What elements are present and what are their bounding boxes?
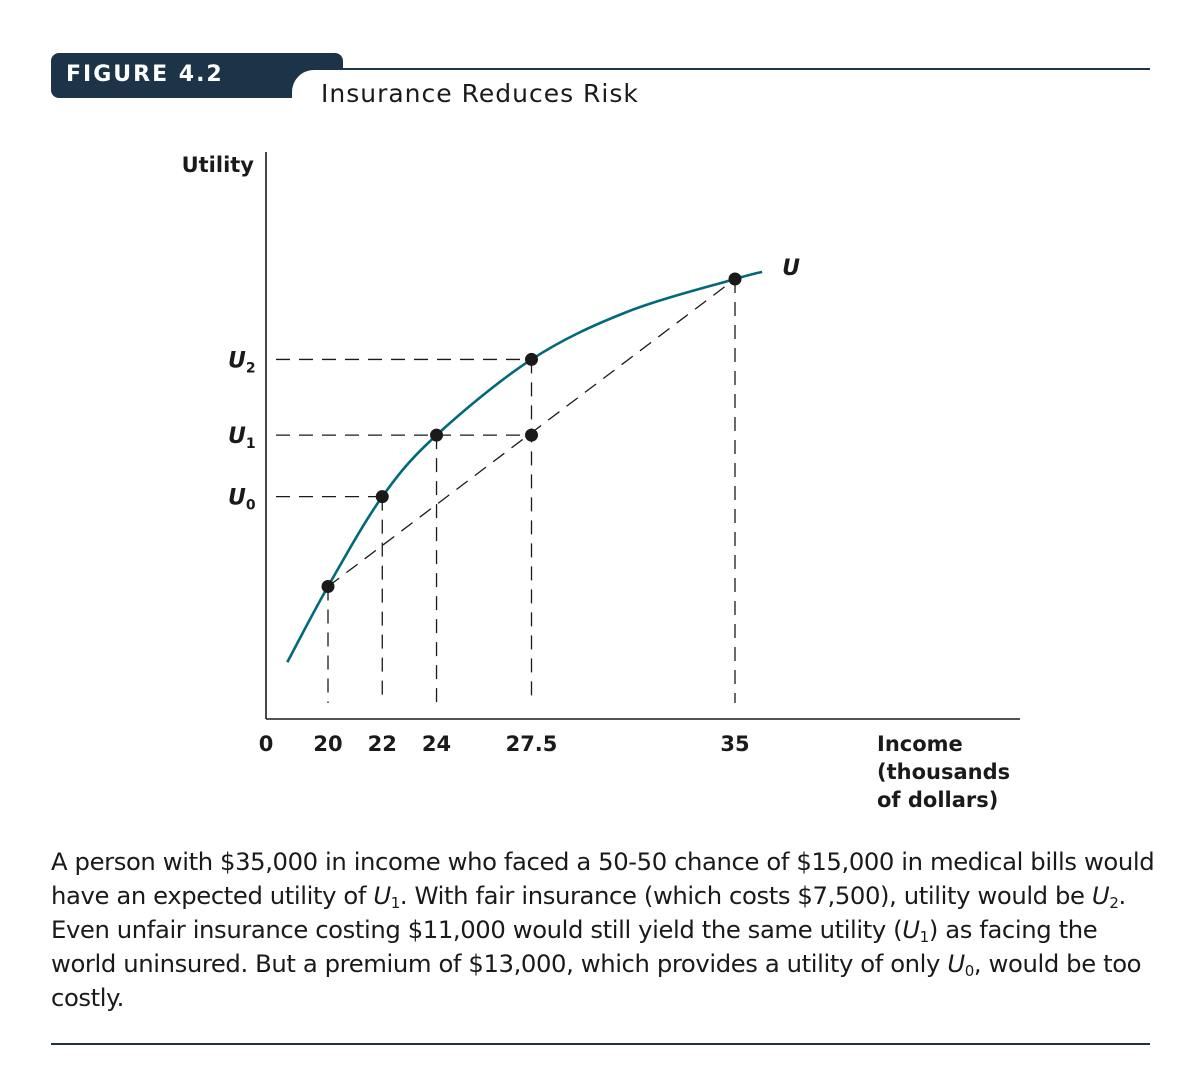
figure-label: FIGURE 4.2 [66, 62, 224, 87]
bottom-rule [51, 1043, 1150, 1045]
marked-points [321, 272, 742, 594]
y-tick-label-u0: U0 [228, 486, 256, 514]
caption-fragment: 1 [919, 928, 930, 946]
caption-fragment: . Even unfair insurance costing $11,000 … [51, 881, 1126, 944]
point-5 [728, 272, 742, 286]
x-tick-label: 27.5 [506, 732, 558, 756]
y-tick-label-u1: U1 [228, 424, 256, 452]
x-tick-label: 20 [313, 732, 342, 756]
caption-fragment: U [902, 915, 920, 944]
caption-fragment: ) as facing the world uninsured. But a p… [51, 915, 1098, 978]
point-3 [525, 352, 538, 366]
curve-label: U [782, 256, 800, 281]
caption-fragment: A person with $35,000 in income who face… [51, 847, 1155, 910]
guide-lines [276, 279, 736, 703]
x-tick-labels: 0 20 22 24 27.5 35 [259, 732, 750, 756]
x-tick-label: 0 [259, 732, 274, 756]
x-tick-label: 35 [720, 732, 749, 756]
point-0 [321, 580, 335, 594]
y-tick-subscript: 2 [246, 360, 256, 376]
header-rule-corner [292, 70, 352, 98]
x-axis-label: Income (thousands of dollars) [877, 732, 1010, 812]
x-tick-label: 22 [368, 732, 397, 756]
x-axis-label-line: of dollars) [877, 788, 998, 812]
header-rule [292, 68, 1150, 70]
caption-fragment: , would be too costly. [51, 949, 1142, 1012]
utility-curve-u [286, 270, 763, 663]
x-axis-label-line: (thousands [877, 760, 1010, 784]
point-4 [525, 428, 538, 442]
x-tick-label: 24 [422, 732, 451, 756]
caption-fragment: U [947, 949, 965, 978]
point-1 [375, 490, 389, 504]
figure-caption: A person with $35,000 in income who face… [51, 845, 1161, 1015]
y-tick-label-u2: U2 [228, 348, 256, 376]
caption-fragment: 2 [1109, 894, 1119, 912]
y-tick-subscript: 1 [246, 436, 256, 452]
point-2 [430, 428, 444, 442]
caption-fragment: 1 [390, 894, 401, 912]
utility-curve-group [286, 270, 763, 663]
figure-title: Insurance Reduces Risk [321, 79, 639, 108]
y-tick-letter: U [228, 486, 246, 511]
caption-fragment: U [1091, 881, 1110, 910]
caption-fragment: U [373, 881, 391, 910]
axes [265, 152, 1020, 720]
y-axis-label: Utility [182, 153, 255, 177]
caption-fragment: 0 [964, 962, 975, 980]
x-axis-label-line: Income [877, 732, 963, 756]
y-tick-letter: U [228, 424, 246, 449]
y-tick-letter: U [228, 348, 246, 373]
y-tick-subscript: 0 [246, 498, 256, 514]
caption-fragment: . With fair insurance (which costs $7,50… [399, 881, 1092, 910]
